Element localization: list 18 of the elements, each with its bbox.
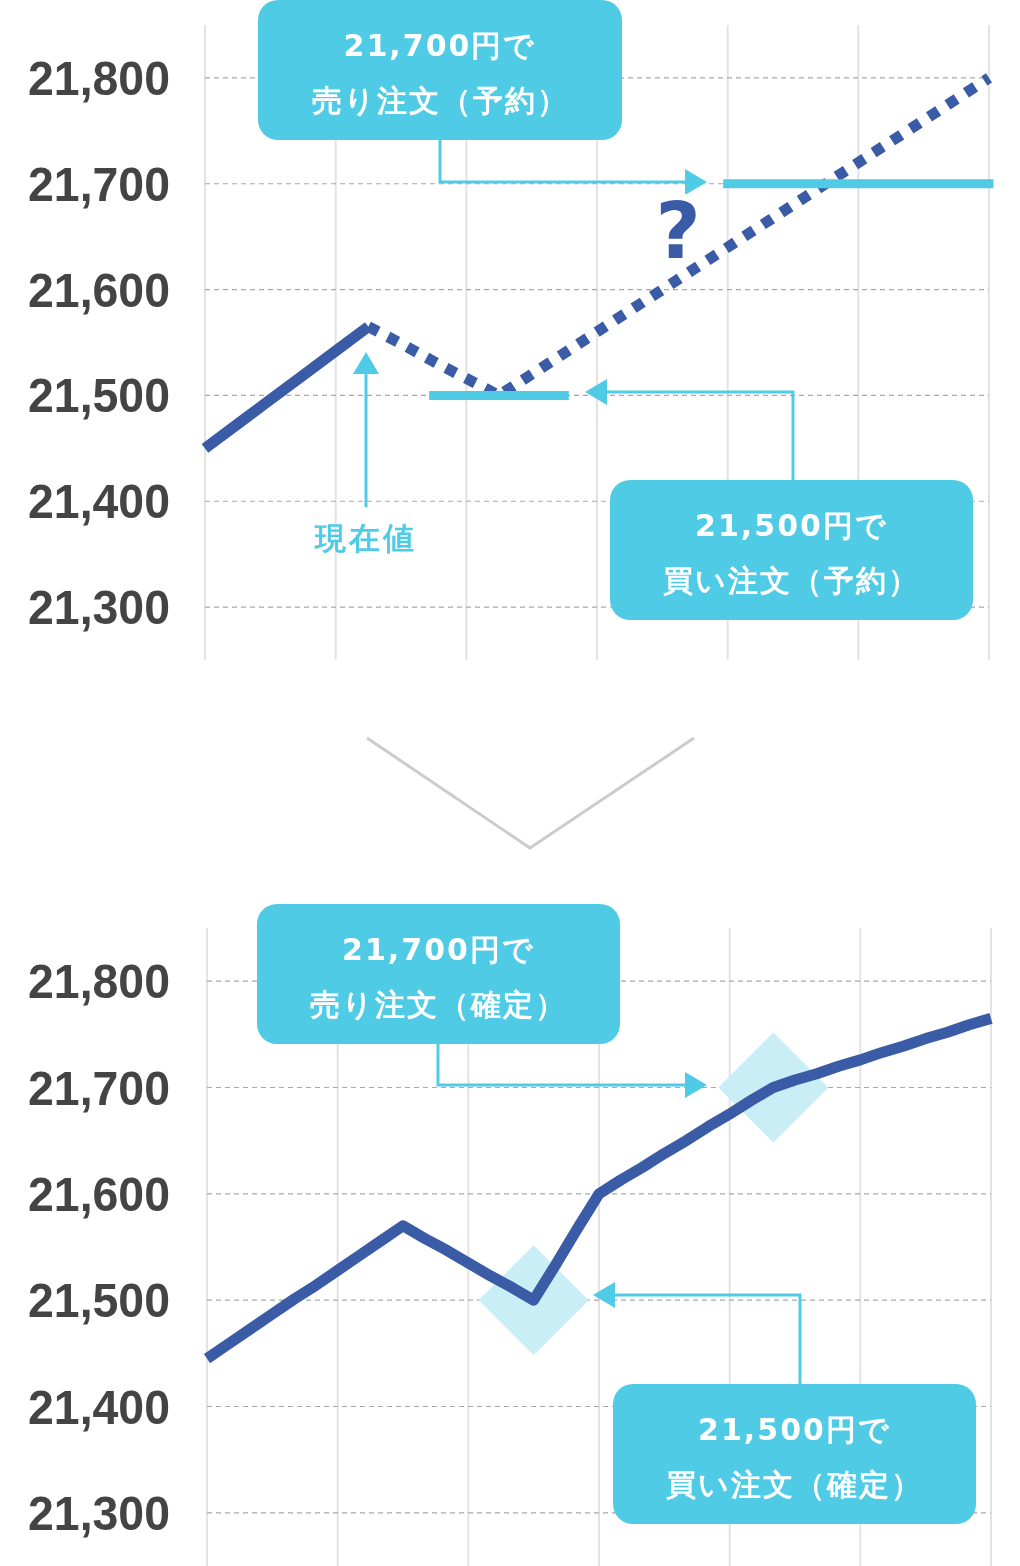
- y-tick-label: 21,400: [28, 475, 175, 529]
- annotation: ?: [655, 186, 701, 276]
- annotation: 21,700円で売り注文（確定）: [310, 932, 567, 1022]
- y-tick-label: 21,300: [28, 1486, 175, 1540]
- annotation: 21,500円で買い注文（確定）: [666, 1412, 923, 1502]
- annotation: 現在値: [314, 520, 417, 556]
- annotation: 21,500円で買い注文（予約）: [663, 508, 920, 598]
- annotation: 21,700円で売り注文（予約）: [311, 28, 569, 118]
- y-tick-label: 21,700: [28, 1061, 175, 1115]
- y-tick-label: 21,800: [28, 51, 175, 105]
- y-tick-label: 21,500: [28, 1274, 175, 1328]
- y-tick-label: 21,600: [28, 263, 175, 317]
- y-tick-label: 21,500: [28, 369, 175, 423]
- y-tick-label: 21,800: [28, 955, 175, 1009]
- y-tick-label: 21,400: [28, 1380, 175, 1434]
- y-tick-label: 21,600: [28, 1167, 175, 1221]
- y-tick-label: 21,700: [28, 157, 175, 211]
- y-tick-label: 21,300: [28, 581, 175, 635]
